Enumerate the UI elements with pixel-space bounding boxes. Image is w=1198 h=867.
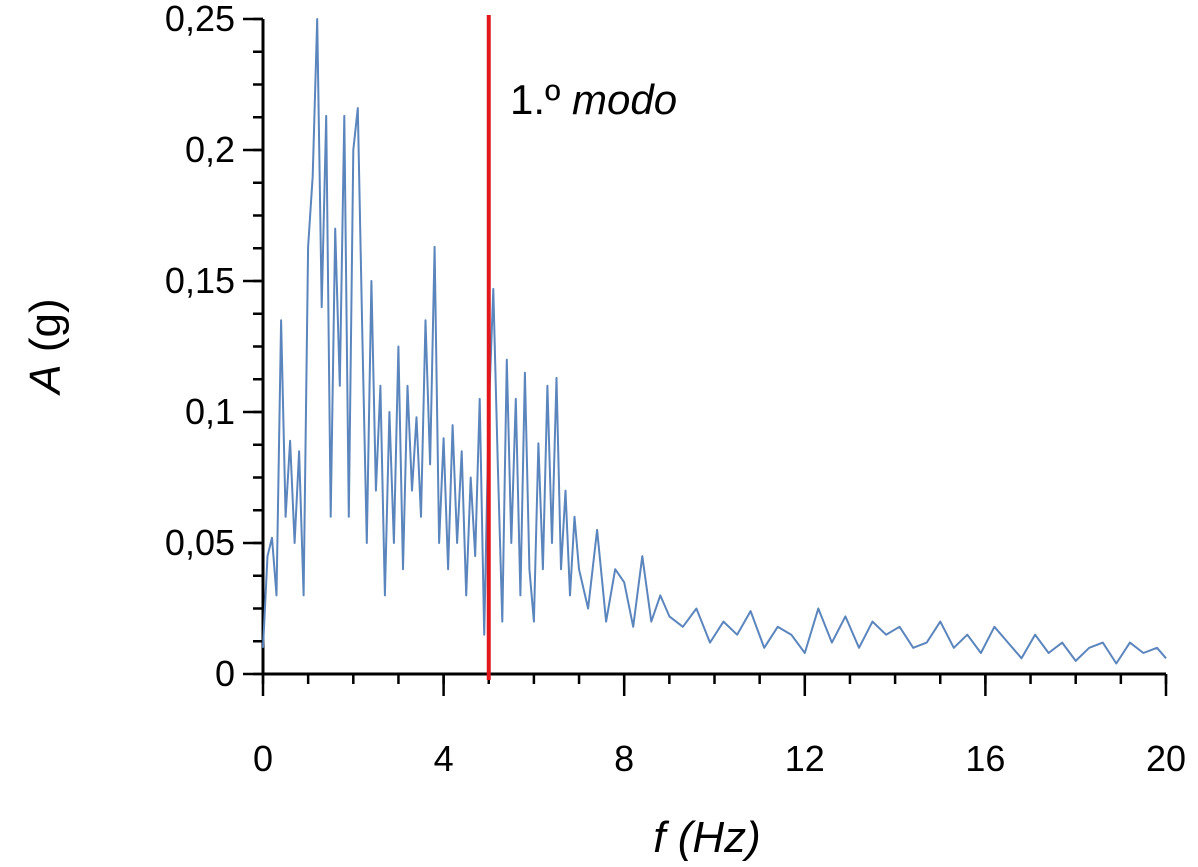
y-axis-variable: A xyxy=(21,364,70,396)
mode-annotation: 1.º modo xyxy=(510,76,677,123)
x-axis-title: f (Hz) xyxy=(653,813,761,862)
x-axis-unit-space xyxy=(665,813,677,862)
x-tick-label: 8 xyxy=(614,738,634,779)
x-axis-unit: (Hz) xyxy=(678,813,761,862)
y-tick-label: 0,15 xyxy=(165,260,235,301)
x-tick-label: 4 xyxy=(434,738,454,779)
x-tick-label: 20 xyxy=(1146,738,1186,779)
y-tick-label: 0,25 xyxy=(165,0,235,39)
spectrum-line xyxy=(262,18,1167,665)
mode-annotation-number: 1.º xyxy=(510,76,572,123)
x-tick-label: 16 xyxy=(965,738,1005,779)
mode-annotation-word: modo xyxy=(572,76,677,123)
chart-ticks: 0 0,05 0,1 0,15 0,2 0,25 0 4 8 12 16 20 xyxy=(165,0,1186,779)
y-tick-label: 0,1 xyxy=(185,391,235,432)
y-axis-unit-space xyxy=(21,352,70,364)
y-tick-label: 0,05 xyxy=(165,522,235,563)
y-axis-unit: (g) xyxy=(21,298,70,352)
y-tick-label: 0 xyxy=(215,653,235,694)
y-tick-label: 0,2 xyxy=(185,129,235,170)
x-tick-label: 0 xyxy=(253,738,273,779)
chart-series xyxy=(262,18,1167,665)
y-axis-title: A (g) xyxy=(21,298,70,396)
x-tick-label: 12 xyxy=(785,738,825,779)
